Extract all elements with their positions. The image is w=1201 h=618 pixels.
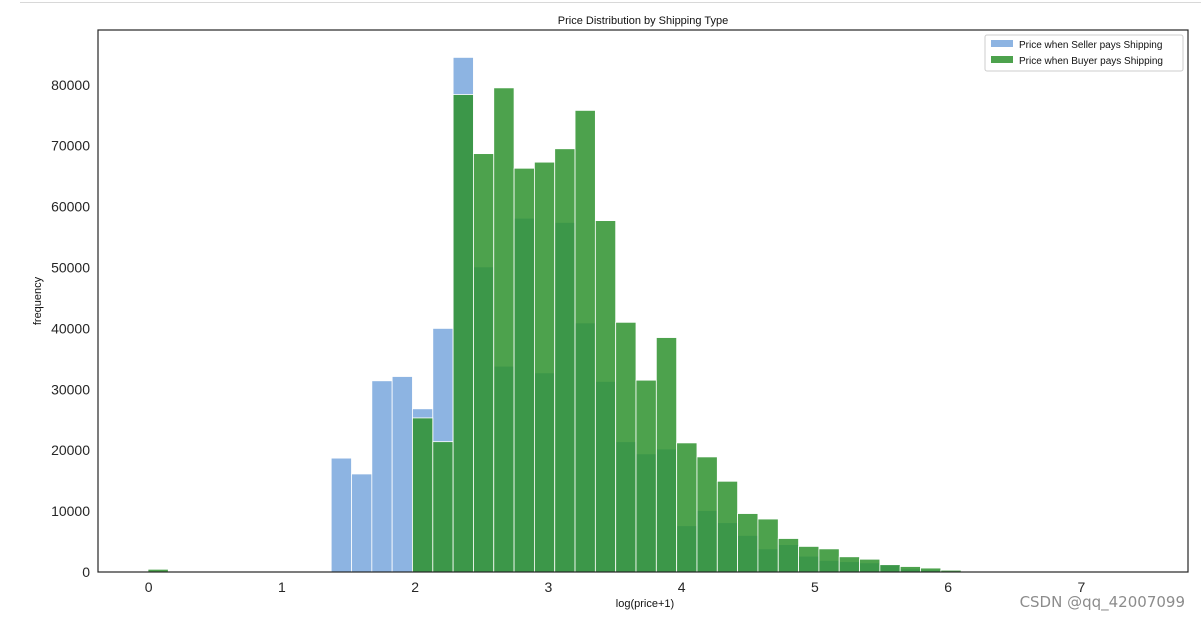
legend-box	[984, 34, 1184, 72]
y-tick-label-2: 20000	[51, 442, 90, 458]
buyer-bar-3	[452, 94, 474, 573]
y-tick-label-6: 60000	[51, 199, 90, 215]
y-tick-label-5: 50000	[51, 260, 90, 276]
ticks-layer: 0 1 2 3 4 5 6 7 0 10000 20000 30000 40000 50000 60000 7…	[51, 77, 1085, 595]
notebook-cell-border	[20, 0, 1201, 3]
buyer-bar-9	[574, 109, 596, 573]
chart-title: Price Distribution by Shipping Type	[558, 15, 728, 27]
buyer-bar-14	[676, 442, 698, 573]
buyer-bar-22	[838, 556, 860, 573]
buyer-bar-8	[554, 148, 576, 573]
y-tick-label-1: 10000	[51, 503, 90, 519]
legend-swatch-buyer	[991, 56, 1013, 63]
legend: Price when Seller pays Shipping Price wh…	[984, 34, 1184, 72]
seller-bar-2	[371, 380, 393, 573]
x-tick-label-6: 6	[944, 579, 952, 595]
buyer-bar-7	[534, 161, 556, 573]
x-tick-label-4: 4	[678, 579, 686, 595]
x-tick-label-2: 2	[411, 579, 419, 595]
seller-bar-3	[391, 376, 413, 573]
buyer-bar-2	[432, 441, 454, 573]
buyer-bar-23	[859, 558, 881, 573]
seller-bar-1	[351, 473, 373, 573]
buyer-bar-21	[818, 548, 840, 573]
y-tick-label-4: 40000	[51, 320, 90, 336]
buyer-bar-1	[412, 417, 434, 573]
legend-label-seller: Price when Seller pays Shipping	[1019, 40, 1162, 51]
x-tick-label-1: 1	[278, 579, 286, 595]
buyer-bar-11	[615, 321, 637, 573]
y-axis-label: frequency	[32, 276, 44, 325]
seller-bar-0	[330, 457, 352, 573]
buyer-bar-19	[777, 538, 799, 573]
buyer-bar-10	[594, 220, 617, 573]
buyer-bar-18	[757, 518, 779, 573]
legend-label-buyer: Price when Buyer pays Shipping	[1019, 56, 1163, 67]
plot-frame	[97, 29, 1189, 573]
x-tick-label-0: 0	[145, 579, 153, 595]
buyer-bar-16	[716, 480, 739, 573]
buyer-bar-15	[696, 456, 718, 573]
y-tick-label-8: 80000	[51, 77, 90, 93]
buyer-bar-12	[635, 379, 657, 573]
buyer-bar-4	[473, 153, 495, 573]
watermark-text: CSDN @qq_42007099	[1019, 593, 1185, 611]
buyer-bar-24	[879, 564, 901, 573]
bars-layer	[147, 57, 962, 573]
x-axis-label: log(price+1)	[616, 598, 674, 610]
y-tick-label-3: 30000	[51, 381, 90, 397]
buyer-bar-20	[798, 546, 820, 573]
x-tick-label-5: 5	[811, 579, 819, 595]
buyer-bar-17	[737, 513, 759, 573]
buyer-bar-13	[655, 337, 678, 573]
x-tick-label-3: 3	[544, 579, 552, 595]
buyer-bar-25	[899, 566, 921, 573]
legend-swatch-seller	[991, 40, 1013, 47]
y-tick-label-0: 0	[82, 564, 90, 580]
x-tick-label-7: 7	[1078, 579, 1086, 595]
buyer-bar-6	[513, 167, 535, 573]
buyer-bar-5	[493, 87, 515, 573]
y-tick-label-7: 70000	[51, 138, 90, 154]
